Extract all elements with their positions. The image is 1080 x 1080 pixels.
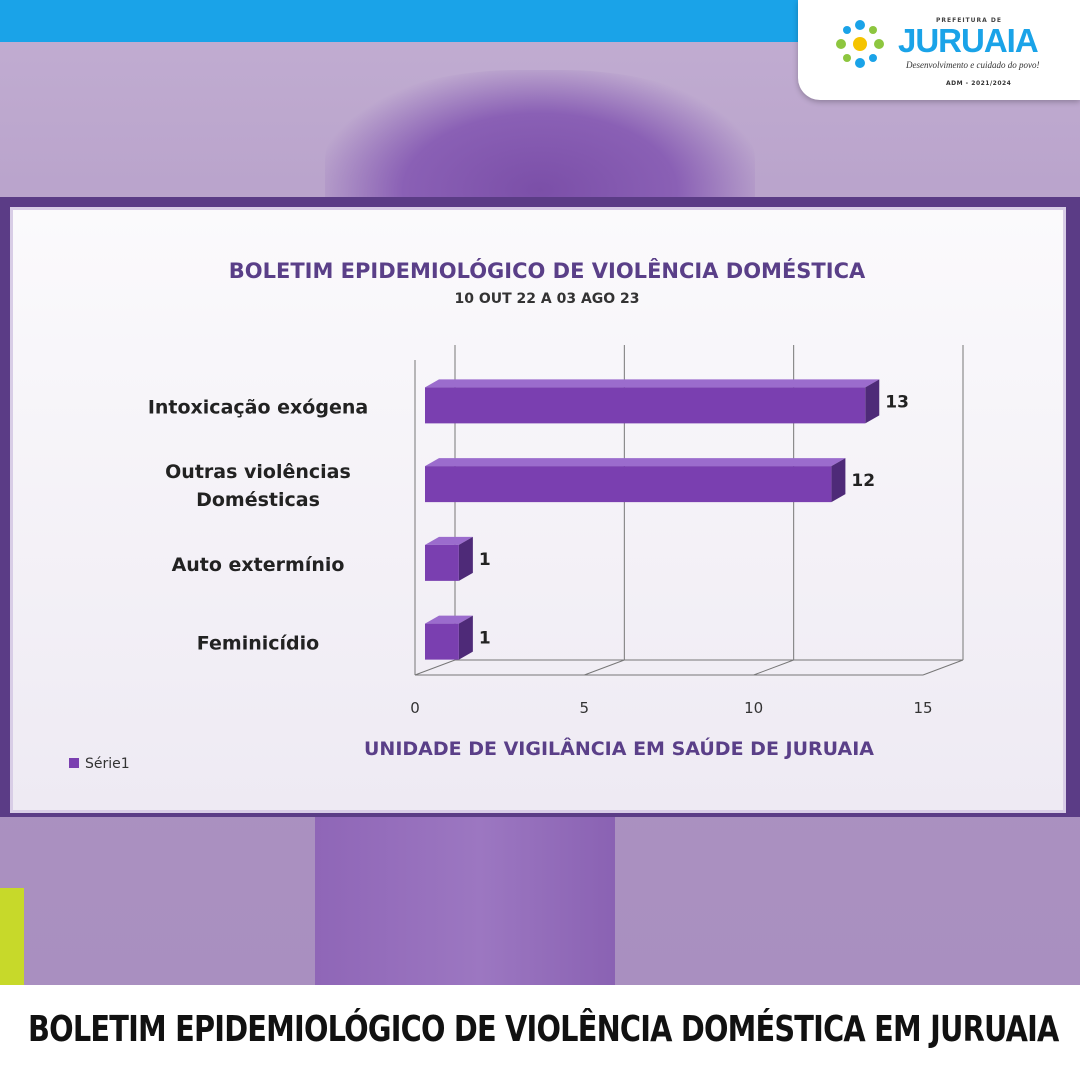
category-label: Auto extermínio [172,554,345,576]
bar-top [425,458,846,467]
x-tick-label: 15 [913,699,932,717]
data-label: 12 [851,471,875,491]
chart-subtitle: 10 OUT 22 A 03 AGO 23 [454,291,639,307]
logo-prefix: PREFEITURA DE [936,17,1002,24]
plot-area: 0 5 10 15 13 Intoxicação exógena 12 Outras viol… [148,345,964,717]
bar-side [865,379,880,424]
logo-name: JURUAIA [898,22,1039,59]
floor-gridline [584,659,625,676]
bar-side [458,536,473,581]
category-label: Domésticas [196,489,320,511]
category-label: Intoxicação exógena [148,396,368,418]
x-tick-label: 0 [410,699,420,717]
floor-gridline [414,659,456,676]
title-banner [0,985,1080,1080]
chart-card: BOLETIM EPIDEMIOLÓGICO DE VIOLÊNCIA DOMÉ… [10,207,1066,813]
bar-side [831,458,846,503]
floor-gridline [922,659,964,676]
bar-top [425,536,473,545]
data-label: 13 [885,392,909,412]
wrist-image [315,815,615,985]
logo-term: ADM - 2021/2024 [946,80,1012,87]
legend-swatch [69,758,79,768]
category-label: Feminicídio [197,633,319,655]
bar-top [425,615,473,624]
bar [425,387,866,424]
bar [425,623,459,660]
chart-footer: UNIDADE DE VIGILÂNCIA EM SAÚDE DE JURUAI… [364,736,874,760]
data-label: 1 [479,550,491,570]
x-tick-label: 5 [580,699,590,717]
chart-panel: BOLETIM EPIDEMIOLÓGICO DE VIOLÊNCIA DOMÉ… [0,197,1080,817]
floor-gridline [753,659,794,676]
bar-side [458,615,473,660]
x-tick-label: 10 [744,699,763,717]
bar [425,466,832,503]
banner-title: BOLETIM EPIDEMIOLÓGICO DE VIOLÊNCIA DOMÉ… [28,1009,1059,1050]
logo-people-icon [836,20,884,68]
bar-top [425,379,880,388]
bar [425,544,459,581]
bar-chart: BOLETIM EPIDEMIOLÓGICO DE VIOLÊNCIA DOMÉ… [69,258,964,772]
logo-tagline: Desenvolvimento e cuidado do povo! [906,60,1040,70]
chart-title: BOLETIM EPIDEMIOLÓGICO DE VIOLÊNCIA DOMÉ… [229,258,866,283]
category-label: Outras violências [165,461,351,483]
prefeitura-logo: PREFEITURA DE JURUAIA Desenvolvimento e … [798,0,1080,100]
data-label: 1 [479,629,491,649]
legend-label: Série1 [85,756,130,772]
